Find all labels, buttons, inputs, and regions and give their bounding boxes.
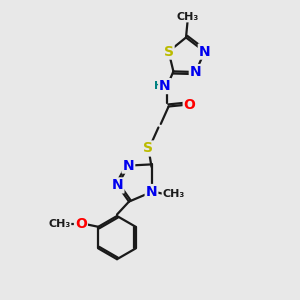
Text: S: S	[164, 45, 174, 58]
Text: CH₃: CH₃	[176, 11, 199, 22]
Text: O: O	[184, 98, 196, 112]
Text: N: N	[190, 65, 201, 79]
Text: N: N	[112, 178, 123, 192]
Text: N: N	[123, 159, 134, 172]
Text: N: N	[199, 45, 210, 58]
Text: CH₃: CH₃	[163, 189, 185, 200]
Text: H: H	[154, 81, 164, 91]
Text: CH₃: CH₃	[48, 219, 70, 229]
Text: O: O	[75, 217, 87, 231]
Text: N: N	[146, 185, 157, 199]
Text: N: N	[159, 79, 171, 93]
Text: S: S	[143, 142, 154, 155]
